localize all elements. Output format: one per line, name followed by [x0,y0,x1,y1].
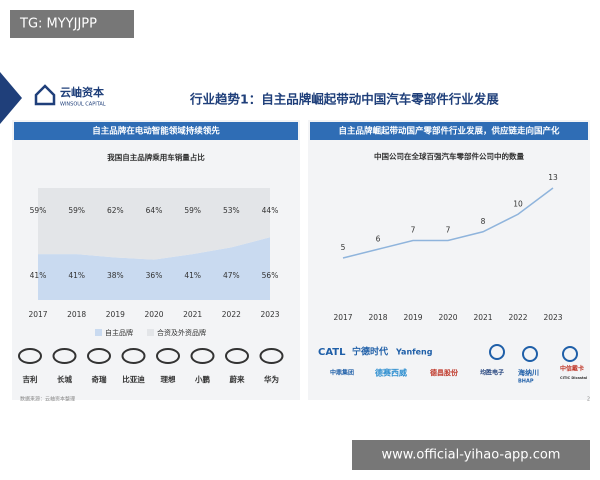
legend-swatch [95,329,102,336]
data-label: 38% [107,271,124,280]
watermark: TG: MYYJJPP [19,17,97,32]
data-label: 64% [146,206,163,215]
x-tick-label: 2021 [473,313,492,322]
brand-name: 华为 [264,374,279,384]
x-tick-label: 2022 [508,313,527,322]
company-logo: BHAP [518,379,534,385]
company-logo: 德昌股份 [430,368,459,377]
left-header: 自主品牌在电动智能领域持续领先 [92,126,220,137]
data-label: 56% [262,271,279,280]
x-tick-label: 2017 [333,313,352,322]
right-header: 自主品牌崛起带动国产零部件行业发展，供应链走向国产化 [338,126,560,137]
x-tick-label: 2023 [543,313,562,322]
brand-name: 奇瑞 [92,374,107,384]
x-tick-label: 2019 [403,313,422,322]
company-logo: 宁德时代 [352,346,388,358]
company-icon [522,346,538,362]
data-label: 7 [446,226,451,235]
x-tick-label: 2018 [67,310,86,319]
company-icon [562,346,578,362]
brand-name: 小鹏 [195,374,210,384]
brand-name: 吉利 [23,374,38,384]
x-tick-label: 2020 [438,313,457,322]
data-label: 7 [411,226,416,235]
brand-name: 比亚迪 [122,374,145,384]
x-tick-label: 2022 [222,310,241,319]
brand-logo [18,348,42,364]
watermark-box [10,10,134,38]
company-logo: 中信戴卡 [560,365,584,373]
area [38,237,270,300]
brand-logo [259,348,284,364]
company-logo: Yanfeng [395,348,433,357]
right-panel [308,120,590,400]
left-header-bar [14,122,298,140]
watermark: www.official-yihao-app.com [382,448,561,463]
brand-logo [156,348,180,364]
area [38,188,270,260]
company-logo: CITIC Dicastal [560,376,587,380]
data-label: 6 [376,234,381,243]
logo-name: 云岫资本 [60,85,104,99]
company-logo: 中鼎集团 [330,369,354,377]
data-label: 59% [30,206,47,215]
company-logo: 德赛西威 [375,368,407,378]
data-label: 41% [184,271,201,280]
company-logo: 海纳川 [518,368,539,377]
x-tick-label: 2023 [260,310,279,319]
right-header-bar [310,122,588,140]
logo-icon [34,84,56,106]
x-tick-label: 2018 [368,313,387,322]
data-label: 44% [262,206,279,215]
chart-title: 中国公司在全球百强汽车零部件公司中的数量 [374,151,524,161]
chart-title: 我国自主品牌乘用车销量占比 [107,152,205,162]
company-icon [489,344,505,360]
data-label: 53% [223,206,240,215]
x-tick-label: 2019 [106,310,125,319]
brand-logo [225,348,249,364]
brand-logo [190,348,215,364]
footer: 数据来源：云岫资本整理 [20,396,75,403]
data-label: 36% [146,271,163,280]
data-label: 62% [107,206,124,215]
x-tick-label: 2017 [28,310,47,319]
line [342,187,554,259]
brand-name: 理想 [161,374,176,384]
x-tick-label: 2020 [144,310,163,319]
slide-title: 行业趋势1：自主品牌崛起带动中国汽车零部件行业发展 [189,92,499,107]
data-label: 41% [68,271,85,280]
brand-logo [87,348,111,364]
x-tick-label: 2021 [183,310,202,319]
watermark-box [352,440,590,470]
logo-sub: WINSOUL CAPITAL [60,102,106,108]
data-label: 59% [68,206,85,215]
brand-name: 长城 [57,374,72,384]
legend-swatch [147,329,154,336]
legend-label: 自主品牌 [105,328,133,337]
data-label: 8 [481,217,486,226]
data-label: 59% [184,206,201,215]
company-logo: CATL [318,347,346,358]
company-logo: 均胜电子 [480,369,504,377]
data-label: 41% [30,271,47,280]
corner-mark [0,72,22,124]
brand-logo [121,348,146,364]
brand-logo [52,348,77,364]
data-label: 13 [548,173,558,182]
page-number: 2 [587,397,590,403]
data-label: 10 [513,199,523,208]
data-label: 5 [341,243,346,252]
data-label: 47% [223,271,240,280]
brand-name: 蔚来 [230,374,245,384]
legend-label: 合资及外资品牌 [157,328,206,337]
